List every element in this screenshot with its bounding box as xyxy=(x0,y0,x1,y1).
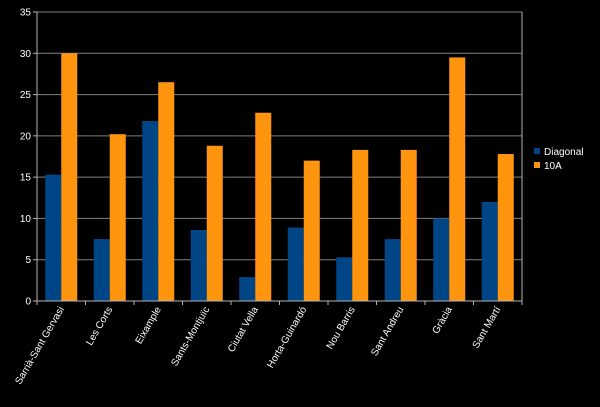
x-tick-label: Les Corts xyxy=(84,305,115,348)
bar-diagonal-9[interactable] xyxy=(481,201,498,301)
bar-10a-9[interactable] xyxy=(497,154,514,301)
y-tick-label: 30 xyxy=(20,49,32,60)
bar-10a-4[interactable] xyxy=(255,112,272,301)
x-tick-label: Sants-Montjuïc xyxy=(169,305,212,368)
y-tick-label: 20 xyxy=(20,131,32,142)
y-tick-label: 0 xyxy=(25,297,31,308)
x-tick-label: Horta-Guinardó xyxy=(265,305,309,371)
bar-10a-3[interactable] xyxy=(206,145,223,301)
bar-diagonal-6[interactable] xyxy=(336,257,353,301)
bar-10a-6[interactable] xyxy=(352,149,369,301)
bar-10a-2[interactable] xyxy=(158,82,175,301)
bar-10a-8[interactable] xyxy=(449,57,466,301)
legend-swatch-diagonal xyxy=(534,148,540,154)
bar-10a-0[interactable] xyxy=(61,53,78,302)
legend-swatch-10a xyxy=(534,162,540,168)
y-tick-label: 35 xyxy=(20,8,32,19)
y-tick-label: 15 xyxy=(20,173,32,184)
y-tick-label: 25 xyxy=(20,90,32,101)
bar-10a-5[interactable] xyxy=(303,160,320,301)
y-tick-label: 10 xyxy=(20,214,32,225)
bar-10a-1[interactable] xyxy=(109,134,126,301)
x-tick-label: Sant Martí xyxy=(471,305,504,351)
bar-diagonal-8[interactable] xyxy=(433,218,450,301)
x-tick-label: Sarrià-Sant Gervasi xyxy=(13,305,66,387)
bar-10a-7[interactable] xyxy=(400,149,417,301)
y-tick-label: 5 xyxy=(25,255,31,266)
bar-diagonal-2[interactable] xyxy=(142,120,159,301)
x-tick-label: Ciutat Vella xyxy=(226,305,261,355)
x-tick-label: Sant Andreu xyxy=(369,305,406,358)
x-tick-label: Eixample xyxy=(134,305,164,346)
bar-diagonal-4[interactable] xyxy=(239,277,256,301)
bar-diagonal-3[interactable] xyxy=(190,229,207,301)
bar-diagonal-0[interactable] xyxy=(45,174,62,301)
x-tick-label: Gràcia xyxy=(431,305,455,336)
legend-label: Diagonal xyxy=(544,147,583,158)
bar-diagonal-1[interactable] xyxy=(93,239,110,301)
bar-diagonal-5[interactable] xyxy=(287,227,304,301)
x-tick-label: Nou Barris xyxy=(325,305,358,351)
legend-label: 10A xyxy=(544,161,562,172)
bar-diagonal-7[interactable] xyxy=(384,239,401,301)
